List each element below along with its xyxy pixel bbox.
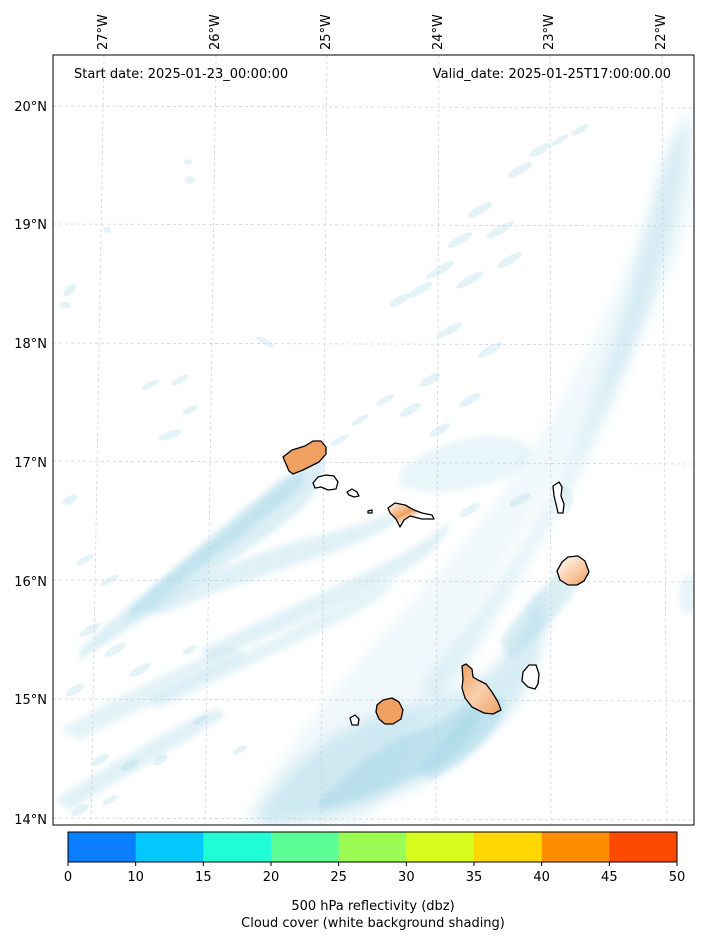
colorbar-border xyxy=(67,831,678,863)
colorbar-swatches xyxy=(68,832,678,862)
parallel-18n xyxy=(53,342,694,346)
colorbar: 0 10 15 20 25 30 35 40 45 50 xyxy=(64,831,685,885)
meridian-24w xyxy=(435,55,440,825)
colorbar-tick-label: 10 xyxy=(127,870,144,885)
meridian-25w xyxy=(320,55,328,825)
cloud-core-south xyxy=(320,680,486,810)
colorbar-tick-label: 0 xyxy=(64,870,72,885)
island-sal xyxy=(552,481,565,514)
colorbar-swatch xyxy=(541,832,610,862)
valid-date-label: Valid_date: 2025-01-25T17:00:00.00 xyxy=(433,67,671,82)
lon-label-23w: 23°W xyxy=(542,14,557,50)
colorbar-label-line1: 500 hPa reflectivity (dbz) xyxy=(291,899,455,914)
cloud-band-west-2 xyxy=(130,472,305,620)
colorbar-tick-label: 40 xyxy=(533,870,550,885)
colorbar-tick-label: 50 xyxy=(669,870,686,885)
lon-label-22w: 22°W xyxy=(654,14,669,50)
map-border xyxy=(52,54,695,826)
island-boa-vista xyxy=(556,555,590,586)
colorbar-swatch xyxy=(338,832,407,862)
colorbar-swatch xyxy=(474,832,543,862)
island-santa-luzia xyxy=(346,488,360,498)
lon-label-25w: 25°W xyxy=(319,14,334,50)
colorbar-swatch xyxy=(609,832,678,862)
lat-label-15n: 15°N xyxy=(14,693,47,708)
colorbar-tick-label: 25 xyxy=(330,870,347,885)
lon-label-27w: 27°W xyxy=(96,14,111,50)
cloud-boavista xyxy=(500,566,580,660)
lat-label-20n: 20°N xyxy=(14,100,47,115)
island-sao-vicente xyxy=(312,474,339,491)
island-raso xyxy=(367,509,373,514)
cloud-cells-west xyxy=(59,159,274,817)
cloud-striations-north xyxy=(331,124,589,517)
lat-label-17n: 17°N xyxy=(14,456,47,471)
colorbar-ticks: 0 10 15 20 25 30 35 40 45 50 xyxy=(64,862,685,885)
cloud-band-mid xyxy=(140,505,410,615)
cloud-east-edge xyxy=(678,575,694,615)
islands xyxy=(282,440,590,726)
longitude-labels: 27°W 26°W 25°W 24°W 23°W 22°W xyxy=(96,14,669,50)
colorbar-swatch xyxy=(68,832,137,862)
cloud-band-ne xyxy=(420,120,689,705)
parallel-14n xyxy=(53,817,694,821)
cloud-band-lower xyxy=(200,520,450,660)
parallel-19n xyxy=(53,223,694,227)
lon-label-26w: 26°W xyxy=(208,14,223,50)
meridian-27w xyxy=(90,55,105,825)
colorbar-swatch xyxy=(406,832,475,862)
colorbar-tick-label: 35 xyxy=(466,870,483,885)
meridian-26w xyxy=(204,55,217,825)
colorbar-tick-label: 45 xyxy=(601,870,618,885)
colorbar-tick-label: 30 xyxy=(398,870,415,885)
cloud-core-south-2 xyxy=(420,696,504,780)
lat-label-16n: 16°N xyxy=(14,575,47,590)
parallel-20n xyxy=(53,105,694,109)
lat-label-14n: 14°N xyxy=(14,813,47,828)
cloud-central xyxy=(400,436,531,492)
parallel-17n xyxy=(53,460,694,465)
cloud-band-sw xyxy=(55,709,224,810)
cloud-mass-south xyxy=(260,590,545,825)
island-sao-nicolau xyxy=(387,502,435,528)
island-fogo xyxy=(375,697,404,725)
lon-label-24w: 24°W xyxy=(431,14,446,50)
cloud-cover xyxy=(55,95,694,825)
island-santiago xyxy=(461,663,502,715)
island-maio xyxy=(521,664,540,690)
island-brava xyxy=(349,714,360,726)
island-santo-antao xyxy=(282,440,327,475)
cloud-band-strip xyxy=(60,648,244,740)
latitude-labels: 20°N 19°N 18°N 17°N 16°N 15°N 14°N xyxy=(14,100,47,828)
start-date-label: Start date: 2025-01-23_00:00:00 xyxy=(74,67,288,82)
colorbar-label-line2: Cloud cover (white background shading) xyxy=(241,916,505,931)
lat-label-19n: 19°N xyxy=(14,218,47,233)
colorbar-tick-label: 15 xyxy=(195,870,212,885)
cloud-band-lower-2 xyxy=(150,580,395,710)
lat-label-18n: 18°N xyxy=(14,337,47,352)
colorbar-swatch xyxy=(135,832,204,862)
colorbar-swatch xyxy=(271,832,340,862)
colorbar-tick-label: 20 xyxy=(263,870,280,885)
colorbar-swatch xyxy=(203,832,272,862)
